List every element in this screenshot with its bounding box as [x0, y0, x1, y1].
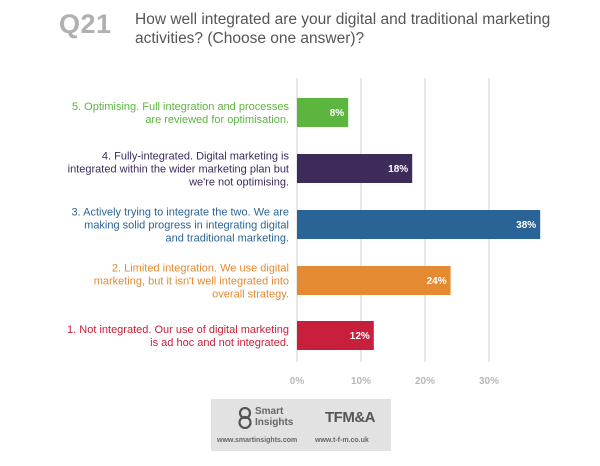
question-title: How well integrated are your digital and… — [135, 11, 551, 47]
category-label-line: making solid progress in integrating dig… — [84, 220, 289, 232]
smart-insights-logo-icon — [238, 407, 252, 429]
bar-value-label: 24% — [427, 276, 447, 287]
smart-insights-url[interactable]: www.smartinsights.com — [217, 437, 298, 444]
category-label-line: we're not optimising. — [188, 177, 289, 189]
category-label-line: marketing, but it isn't well integrated … — [94, 276, 289, 288]
category-label: 4. Fully-integrated. Digital marketing i… — [68, 151, 290, 189]
category-label-line: overall strategy. — [212, 289, 289, 301]
bar — [297, 266, 451, 295]
category-label-line: 2. Limited integration. We use digital — [112, 263, 289, 275]
x-tick-label: 0% — [290, 376, 305, 387]
category-label-line: are reviewed for optimisation. — [145, 114, 289, 126]
bar — [297, 154, 413, 183]
x-tick-label: 10% — [351, 376, 371, 387]
category-label: 1. Not integrated. Our use of digital ma… — [67, 324, 289, 349]
bar-value-label: 38% — [516, 220, 536, 231]
bar — [297, 98, 349, 127]
category-label-line: 1. Not integrated. Our use of digital ma… — [67, 324, 289, 336]
category-label: 5. Optimising. Full integration and proc… — [72, 101, 290, 126]
category-label: 2. Limited integration. We use digital ma… — [94, 263, 289, 301]
smart-insights-name: Smart Insights — [255, 406, 294, 428]
category-label-line: 3. Actively trying to integrate the two.… — [72, 207, 289, 219]
category-label-line: is ad hoc and not integrated. — [150, 337, 289, 349]
footer-logos: Smart Insights TFM&A www.smartinsights.c… — [211, 399, 391, 451]
category-label: 3. Actively trying to integrate the two.… — [72, 207, 289, 245]
x-tick-label: 30% — [479, 376, 499, 387]
tfm-url[interactable]: www.t-f-m.co.uk — [315, 437, 369, 444]
bar — [297, 321, 374, 350]
bar-chart: 8% 18% 38% 24% 12% 5. Optimising. Full integ… — [67, 78, 541, 387]
tfm-logo: TFM&A — [325, 409, 376, 426]
bar-value-label: 18% — [388, 164, 408, 175]
question-number: Q21 — [59, 9, 112, 39]
category-label-line: 4. Fully-integrated. Digital marketing i… — [102, 151, 290, 163]
category-label-line: 5. Optimising. Full integration and proc… — [72, 101, 290, 113]
category-label-line: integrated within the wider marketing pl… — [68, 164, 289, 176]
category-labels: 5. Optimising. Full integration and proc… — [67, 101, 289, 349]
x-tick-label: 20% — [415, 376, 435, 387]
x-axis-ticks: 0% 10% 20% 30% — [290, 376, 499, 387]
bar-value-label: 8% — [330, 108, 345, 119]
category-label-line: and traditional marketing. — [165, 233, 289, 245]
bar-value-label: 12% — [350, 331, 370, 342]
bars: 8% 18% 38% 24% 12% — [297, 98, 541, 350]
bar — [297, 210, 541, 239]
